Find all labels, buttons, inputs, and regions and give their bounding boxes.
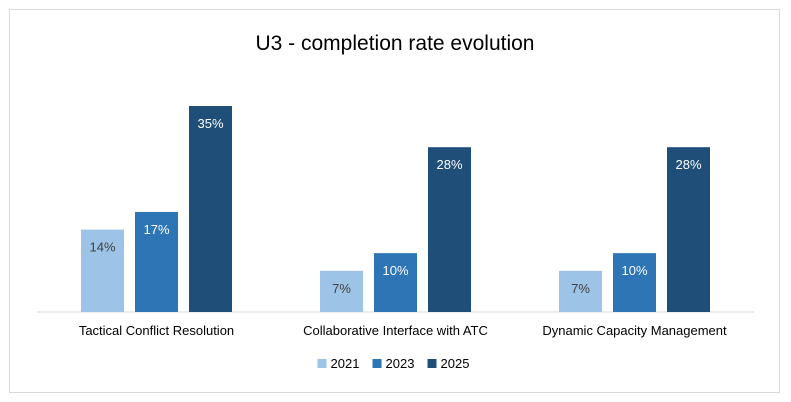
bar-2023-2 [613,253,656,312]
data-label-2021-0: 14% [89,240,115,255]
legend-label-2021: 2021 [331,356,360,371]
category-labels: Tactical Conflict Resolution Collaborativ… [79,323,727,338]
bar-2025-2 [667,147,710,312]
legend-swatch-2025 [427,359,437,368]
category-label-2: Dynamic Capacity Management [542,323,727,338]
legend-label-2023: 2023 [386,356,415,371]
category-label-0: Tactical Conflict Resolution [79,323,234,338]
bars-group: 14% 17% 35% 7% 10% 28% 7% 10% 28% [81,106,710,312]
bar-2025-1 [428,147,471,312]
bar-2023-1 [374,253,417,312]
data-label-2023-0: 17% [143,222,169,237]
bar-2021-1 [320,270,363,312]
bar-2023-0 [135,211,178,312]
data-label-2025-0: 35% [197,116,223,131]
bar-2021-0 [81,229,124,312]
data-label-2023-2: 10% [621,263,647,278]
chart-frame [9,9,780,393]
bar-2021-2 [559,270,602,312]
data-label-2023-1: 10% [382,263,408,278]
chart-title: U3 - completion rate evolution [256,32,535,55]
data-label-2025-2: 28% [675,157,701,172]
legend-swatch-2021 [317,359,327,368]
data-label-2021-1: 7% [332,281,351,296]
data-label-2021-2: 7% [571,281,590,296]
category-label-1: Collaborative Interface with ATC [303,323,488,338]
legend-swatch-2023 [372,359,382,368]
legend: 2021 2023 2025 [317,356,470,371]
bar-2025-0 [189,106,232,312]
legend-label-2025: 2025 [441,356,470,371]
data-label-2025-1: 28% [436,157,462,172]
